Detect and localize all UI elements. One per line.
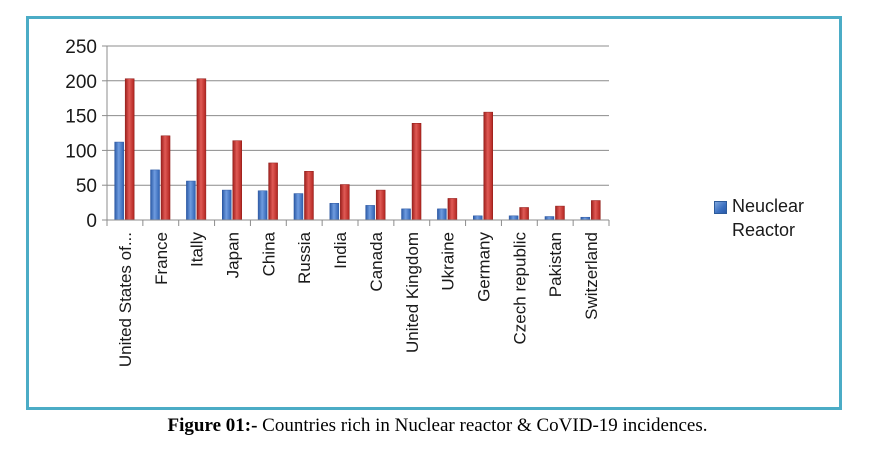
y-tick-label: 100 bbox=[65, 141, 97, 162]
bar-reactor-3 bbox=[222, 189, 232, 221]
x-tick-labels: United States of... France Itally Japan Chin… bbox=[116, 231, 601, 367]
x-tick-label: Japan bbox=[224, 232, 243, 278]
bar-covid-7 bbox=[375, 189, 386, 221]
bar-covid-13 bbox=[591, 200, 601, 221]
bar-reactor-7 bbox=[365, 205, 375, 221]
bar-reactor-4 bbox=[257, 190, 268, 221]
bar-reactor-1 bbox=[150, 169, 160, 221]
x-tick-label: Czech republic bbox=[510, 232, 529, 345]
bar-reactor-2 bbox=[186, 180, 196, 221]
bar-reactor-6 bbox=[329, 203, 340, 221]
bar-reactor-9 bbox=[437, 208, 447, 221]
y-tick-label: 250 bbox=[65, 37, 97, 58]
x-tick-label: Pakistan bbox=[546, 232, 565, 297]
bars bbox=[114, 78, 601, 221]
bar-covid-9 bbox=[447, 198, 458, 221]
bar-reactor-12 bbox=[544, 216, 555, 221]
legend-label: Neuclear Reactor bbox=[732, 196, 805, 240]
bar-reactor-5 bbox=[293, 193, 304, 221]
bar-covid-8 bbox=[411, 123, 422, 221]
y-tick-label: 200 bbox=[65, 72, 97, 93]
bar-covid-11 bbox=[519, 207, 529, 221]
x-tick-label: France bbox=[152, 232, 171, 285]
y-tick-label: 50 bbox=[76, 176, 97, 197]
bar-covid-2 bbox=[196, 78, 207, 221]
y-tick-label: 150 bbox=[65, 107, 97, 128]
bar-reactor-0 bbox=[114, 141, 124, 221]
x-tick-label: United States of... bbox=[116, 232, 135, 367]
gridlines bbox=[102, 45, 609, 221]
bar-covid-6 bbox=[340, 184, 350, 221]
x-tick-label: Ukraine bbox=[439, 232, 458, 291]
y-tick-label: 0 bbox=[86, 211, 97, 232]
x-tick-label: China bbox=[259, 231, 278, 276]
x-tick-label: Germany bbox=[475, 232, 494, 302]
bar-covid-0 bbox=[124, 78, 135, 221]
bar-covid-3 bbox=[232, 140, 242, 221]
x-tick-label: United Kingdom bbox=[403, 232, 422, 353]
x-tick-label: Itally bbox=[188, 232, 207, 267]
x-tick-label: India bbox=[331, 231, 350, 268]
bar-covid-1 bbox=[160, 135, 171, 221]
bar-reactor-8 bbox=[401, 208, 411, 221]
x-tick-label: Canada bbox=[367, 231, 386, 291]
figure-caption: Figure 01:- Countries rich in Nuclear re… bbox=[0, 415, 875, 437]
axes bbox=[106, 46, 610, 226]
bar-covid-4 bbox=[268, 162, 278, 221]
x-tick-label: Russia bbox=[295, 231, 314, 284]
bar-reactor-11 bbox=[508, 215, 519, 221]
bar-covid-12 bbox=[555, 205, 565, 221]
caption-text: Countries rich in Nuclear reactor & CoVI… bbox=[257, 415, 708, 436]
bar-covid-5 bbox=[304, 171, 314, 221]
x-tick-label: Switzerland bbox=[582, 232, 601, 320]
legend-swatch bbox=[714, 201, 727, 214]
bar-reactor-10 bbox=[473, 215, 483, 221]
y-tick-labels: 0 50 100 150 200 250 bbox=[65, 37, 97, 232]
bar-covid-10 bbox=[483, 111, 493, 221]
caption-figure-number: Figure 01:- bbox=[167, 415, 258, 436]
